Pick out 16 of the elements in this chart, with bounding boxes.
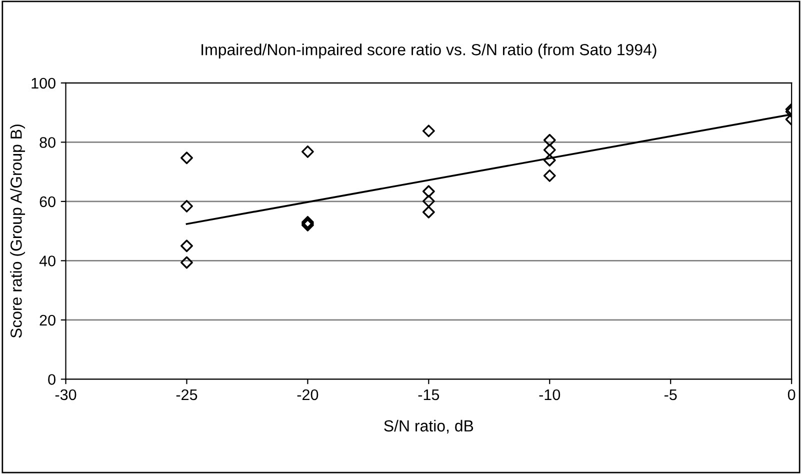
y-tick-label: 20 [40, 314, 56, 326]
y-tick-label: 80 [40, 137, 56, 148]
y-tick-label: 100 [32, 78, 56, 89]
x-tick-label: -10 [539, 389, 560, 400]
x-axis-title: S/N ratio, dB [384, 420, 474, 434]
x-tick-label: 0 [788, 389, 796, 400]
x-tick-label: -25 [176, 389, 198, 400]
chart-title: Impaired/Non-impaired score ratio vs. S/N ratio (from Sato 1994) [202, 44, 656, 58]
y-tick-label: 40 [39, 256, 56, 266]
x-tick-label: -5 [664, 389, 677, 400]
y-tick-label: 60 [40, 196, 56, 208]
x-tick-label: -30 [55, 389, 76, 400]
y-tick-label: 0 [48, 374, 56, 385]
x-tick-label: -20 [297, 389, 318, 400]
x-tick-label: -15 [418, 389, 440, 400]
y-axis-title: Score ratio (Group A/Group B) [10, 124, 25, 338]
